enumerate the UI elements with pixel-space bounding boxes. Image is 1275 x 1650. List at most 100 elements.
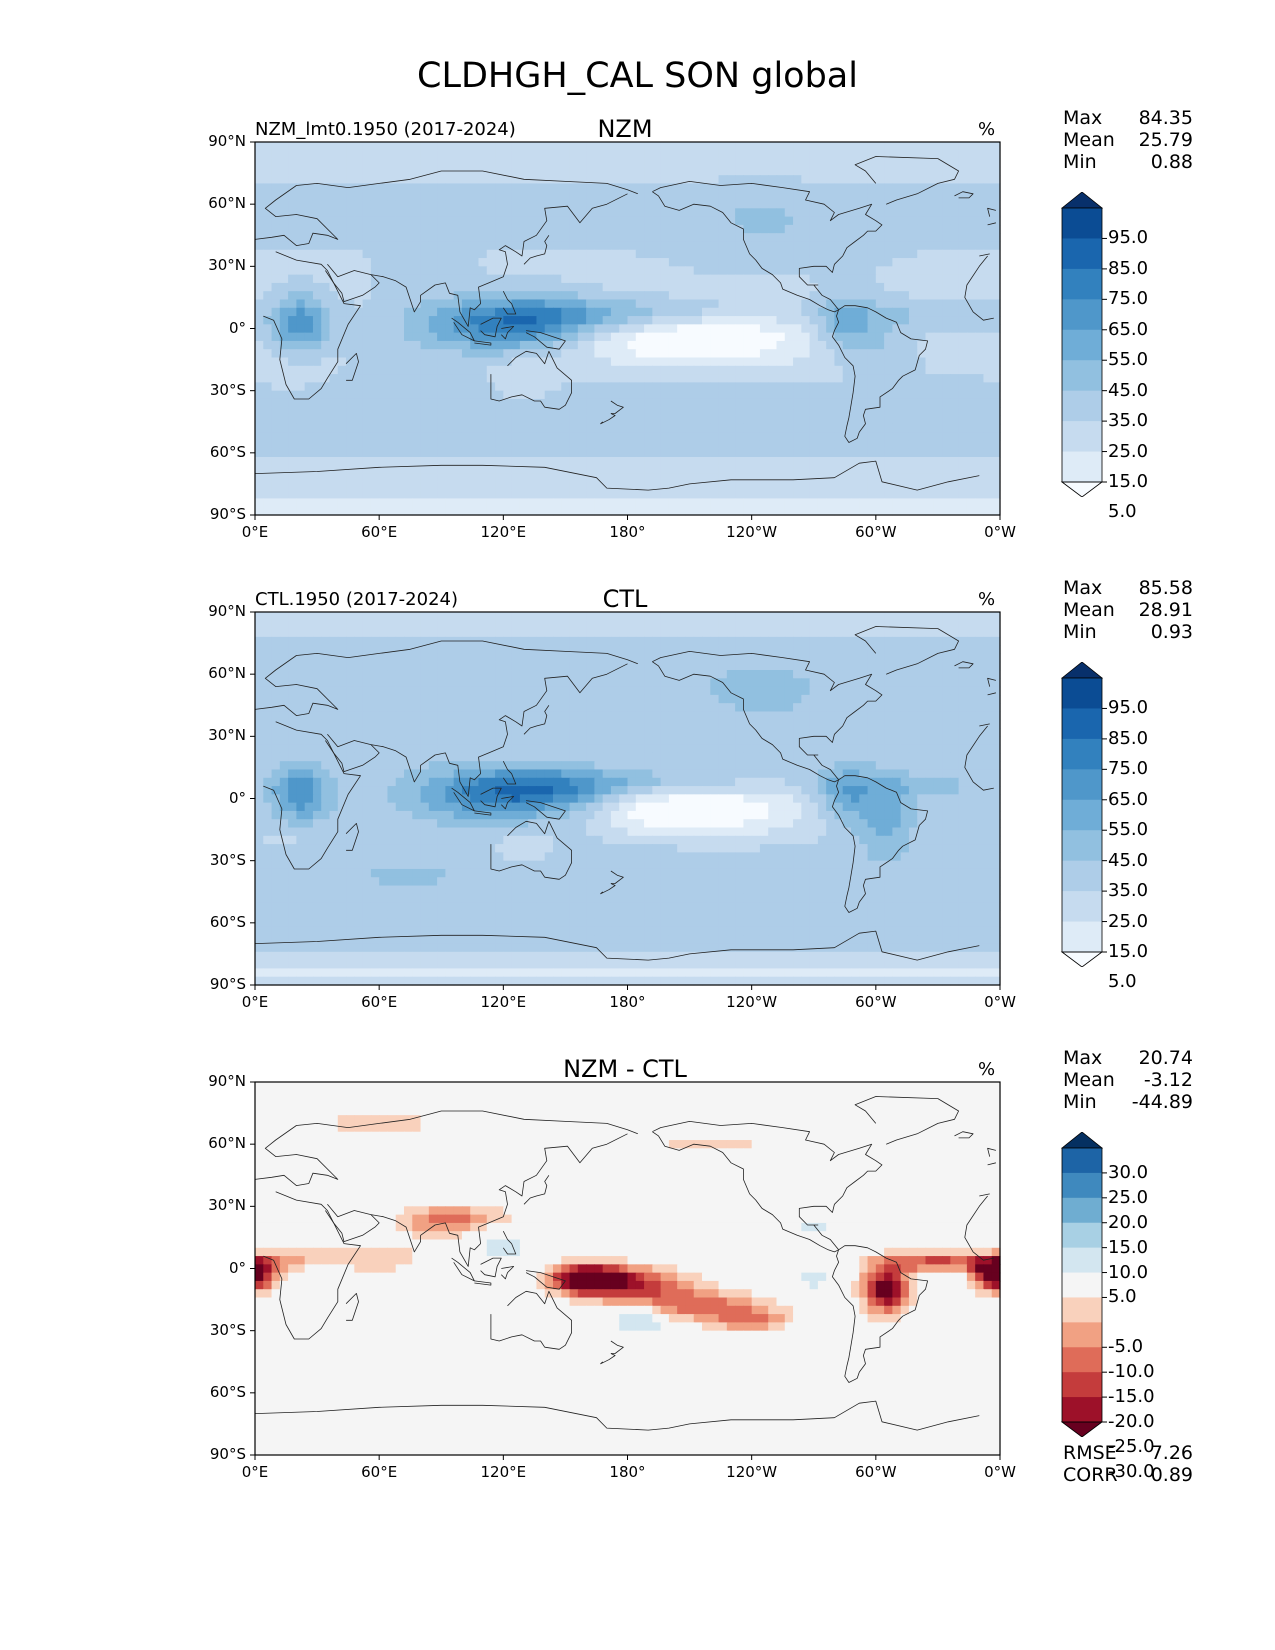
field-cell [395, 448, 405, 458]
field-cell [379, 670, 389, 679]
field-cell [354, 628, 364, 638]
field-cell [511, 432, 521, 441]
field-cell [826, 357, 836, 367]
field-cell [370, 620, 380, 630]
field-cell [743, 224, 753, 234]
field-cell [586, 423, 595, 433]
field-cell [809, 490, 819, 500]
field-cell [908, 349, 918, 359]
field-cell [561, 490, 571, 500]
field-cell [983, 224, 993, 234]
field-cell [346, 423, 355, 433]
field-cell [412, 365, 422, 375]
field-cell [735, 670, 744, 679]
field-cell [420, 440, 430, 450]
field-cell [395, 142, 405, 151]
field-cell [759, 440, 769, 450]
field-cell [809, 465, 819, 475]
field-cell [644, 612, 653, 621]
field-cell [536, 191, 546, 201]
field-cell [354, 150, 364, 160]
field-cell [536, 208, 546, 218]
field-cell [312, 332, 322, 342]
field-cell [685, 142, 695, 151]
field-cell [296, 340, 306, 350]
field-cell [917, 357, 927, 367]
field-cell [702, 407, 711, 417]
field-cell [528, 465, 538, 475]
field-cell [412, 241, 422, 251]
field-cell [470, 357, 480, 367]
field-cell [759, 266, 769, 276]
field-cell [553, 233, 562, 243]
field-cell [445, 661, 455, 671]
field-cell [735, 282, 744, 292]
field-cell [660, 258, 670, 267]
field-cell [842, 224, 852, 234]
field-cell [917, 415, 927, 425]
field-cell [337, 661, 347, 671]
field-cell [453, 473, 463, 483]
field-cell [851, 678, 860, 688]
field-cell [362, 645, 372, 655]
coastline-segment [474, 340, 492, 346]
field-cell [958, 678, 968, 688]
field-cell [793, 382, 802, 392]
field-cell [602, 191, 612, 201]
field-cell [263, 274, 273, 284]
field-cell [917, 316, 927, 325]
field-cell [735, 498, 744, 508]
field-cell [271, 166, 281, 176]
field-cell [486, 432, 496, 441]
field-cell [784, 620, 794, 630]
field-cell [900, 241, 910, 251]
field-cell [718, 448, 728, 458]
field-cell [685, 233, 695, 243]
field-cell [312, 158, 322, 168]
field-cell [834, 158, 844, 168]
field-cell [768, 645, 778, 655]
field-cell [702, 382, 711, 392]
field-cell [470, 490, 480, 500]
field-cell [660, 620, 670, 630]
field-cell [958, 423, 968, 433]
field-cell [942, 291, 951, 301]
field-cell [826, 291, 836, 301]
field-cell [586, 233, 595, 243]
field-cell [702, 473, 711, 483]
field-cell [842, 349, 852, 359]
field-cell [362, 374, 372, 383]
field-cell [900, 274, 910, 284]
field-cell [586, 266, 595, 276]
field-cell [486, 340, 496, 350]
field-cell [288, 224, 297, 234]
field-cell [851, 415, 860, 425]
field-cell [519, 407, 529, 417]
field-cell [726, 324, 736, 334]
field-cell [437, 316, 446, 325]
field-cell [635, 628, 645, 638]
field-cell [536, 498, 546, 508]
field-cell [842, 332, 852, 342]
field-cell [842, 440, 852, 450]
field-cell [288, 241, 297, 251]
field-cell [950, 407, 960, 417]
field-cell [884, 191, 893, 201]
field-cell [867, 465, 877, 475]
field-cell [842, 415, 852, 425]
field-cell [263, 191, 273, 201]
field-cell [288, 158, 297, 168]
field-cell [594, 456, 604, 466]
field-cell [975, 465, 985, 475]
field-cell [346, 636, 355, 646]
field-cell [908, 440, 918, 450]
field-cell [867, 374, 877, 383]
field-cell [354, 678, 364, 688]
field-cell [519, 291, 529, 301]
field-cell [702, 456, 711, 466]
field-cell [255, 456, 264, 466]
field-cell [983, 398, 993, 408]
field-cell [867, 216, 877, 226]
field-cell [635, 324, 645, 334]
field-cell [304, 456, 314, 466]
